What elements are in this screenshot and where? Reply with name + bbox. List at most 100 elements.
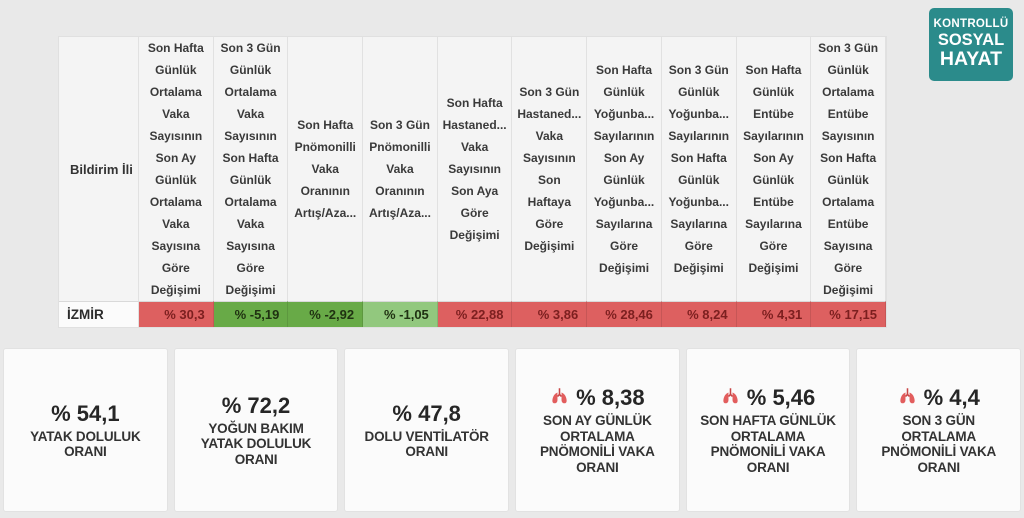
- column-header-line: Vaka: [236, 217, 265, 231]
- card-label-line: PNÖMONİLİ VAKA: [881, 444, 997, 459]
- column-header-line: Günlük: [155, 173, 197, 187]
- column-header-line: Pnömonilli: [369, 140, 431, 154]
- column-header-line: Günlük: [678, 173, 720, 187]
- column-header-line: Entübe: [753, 107, 794, 121]
- column-header-line: Göre: [834, 261, 863, 275]
- column-header-line: Pnömonilli: [294, 140, 356, 154]
- province-metrics-table: Bildirim İli Son Hafta Günlük Ortalama Vaka S…: [58, 36, 887, 328]
- card-label-line: PNÖMONİLİ VAKA: [710, 444, 826, 459]
- summary-card: % 4,4 SON 3 GÜN ORTALAMA PNÖMONİLİ VAKA ORAN…: [856, 348, 1022, 512]
- column-header-line: Sayısına: [151, 239, 201, 253]
- column-header-line: Ortalama: [822, 195, 875, 209]
- card-value: % 5,46: [746, 385, 816, 410]
- card-label-line: ORANI: [746, 459, 790, 475]
- column-header-line: Ortalama: [149, 195, 202, 209]
- column-header-line: Günlük: [229, 63, 272, 77]
- column-header-line: Göre: [759, 239, 788, 253]
- card-label-line: ORANI: [405, 444, 448, 459]
- card-label-line: ORANI: [234, 451, 278, 467]
- column-header-line: Göre: [610, 239, 639, 253]
- column-header-line: Sayısına: [823, 239, 873, 253]
- column-header-line: Ortalama: [224, 195, 277, 209]
- column-header-line: Son Hafta: [446, 96, 503, 110]
- column-header-line: Son Hafta: [596, 63, 653, 77]
- column-header-line: Vaka: [162, 217, 190, 231]
- column-header-line: Yoğunba...: [593, 107, 655, 121]
- card-label-line: ORANI: [64, 444, 107, 459]
- value-cell: % 8,24: [661, 301, 737, 327]
- value-cell: % 22,88: [437, 301, 513, 327]
- column-header-cell: Son 3 Gün Günlük Ortalama Vaka Sayısının Son …: [213, 37, 289, 301]
- card-label-line: SON HAFTA GÜNLÜK: [700, 413, 836, 428]
- column-header-line: Vaka: [311, 162, 339, 176]
- column-header-line: Değişimi: [823, 283, 874, 297]
- summary-card: % 5,46 SON HAFTA GÜNLÜK ORTALAMA PNÖMONİLİ …: [685, 348, 851, 512]
- card-value-row: % 8,38: [550, 385, 645, 411]
- column-header-line: Sayısının: [821, 129, 875, 143]
- card-label-line: DOLU VENTİLATÖR: [364, 428, 489, 444]
- badge-line: HAYAT: [939, 48, 1003, 71]
- column-header-line: Son Hafta: [670, 151, 727, 165]
- card-label-line: YATAK DOLULUK: [200, 436, 312, 452]
- column-header-line: Sayılarına: [595, 217, 653, 231]
- card-label-line: YATAK DOLULUK: [30, 428, 141, 444]
- column-header-cell: Son Hafta Günlük Entübe Sayılarının Son Ay Gü…: [736, 37, 812, 301]
- lungs-icon: [898, 385, 917, 411]
- column-header-line: Vaka: [386, 162, 414, 176]
- column-header-line: Haftaya: [527, 195, 572, 209]
- column-header-line: Sayılarına: [745, 217, 802, 231]
- card-label-line: ORANI: [576, 459, 619, 475]
- value-cell: % -2,92: [288, 301, 364, 327]
- column-header-line: Göre: [684, 239, 713, 253]
- column-header-line: Değişimi: [748, 261, 799, 275]
- column-header-line: Sayısının: [448, 162, 501, 176]
- card-label: YATAK DOLULUK ORANI: [30, 428, 141, 460]
- column-header-line: Günlük: [827, 173, 869, 187]
- card-label: SON AY GÜNLÜK ORTALAMA PNÖMONİLİ VAKA ORANI: [540, 413, 655, 475]
- column-header-line: Yoğunba...: [668, 107, 729, 121]
- card-label: SON 3 GÜN ORTALAMA PNÖMONİLİ VAKA ORANI: [881, 413, 996, 475]
- value-cell: % 4,31: [736, 301, 812, 327]
- column-header-line: Vaka: [460, 140, 489, 154]
- value-cell: % 28,46: [587, 301, 662, 327]
- kontrollu-sosyal-hayat-badge: KONTROLLÜ SOSYAL HAYAT: [929, 8, 1013, 81]
- value-cell: % 3,86: [512, 301, 588, 327]
- card-value: % 4,4: [923, 385, 980, 410]
- province-row-label[interactable]: İZMİR: [59, 301, 139, 327]
- column-header-line: Günlük: [603, 85, 645, 99]
- summary-cards: % 54,1 YATAK DOLULUK ORANI% 72,2 YOĞUN BAKI…: [3, 348, 1022, 512]
- card-value-row: % 72,2: [222, 393, 291, 419]
- column-header-line: Sayılarının: [593, 129, 655, 143]
- column-header-line: Göre: [535, 217, 564, 231]
- column-header-line: Son Ay: [603, 151, 645, 165]
- column-header-line: Oranının: [300, 184, 350, 198]
- column-header-line: Sayısının: [149, 129, 203, 143]
- card-label-line: SON 3 GÜN: [902, 413, 975, 428]
- card-label-line: ORTALAMA: [901, 428, 977, 444]
- row-header-column-label: Bildirim İli: [59, 37, 139, 301]
- column-header-line: Son Hafta: [147, 41, 204, 55]
- column-header-line: Vaka: [162, 107, 190, 121]
- column-header-line: Son Hafta: [745, 63, 802, 77]
- card-value-row: % 54,1: [51, 401, 120, 427]
- card-label-line: ORANI: [917, 459, 960, 475]
- column-header-line: Son 3 Gün: [668, 63, 729, 77]
- card-value: % 47,8: [392, 400, 461, 426]
- column-header-line: Ortalama: [822, 85, 875, 99]
- column-header-line: Günlük: [603, 173, 645, 187]
- column-header-line: Göre: [236, 261, 265, 275]
- column-header-line: Değişimi: [225, 283, 276, 297]
- summary-card: % 54,1 YATAK DOLULUK ORANI: [3, 348, 168, 512]
- column-header-cell: Son Hafta Pnömonilli Vaka Oranının Artış/Aza…: [288, 37, 364, 301]
- column-header-line: Günlük: [678, 85, 720, 99]
- column-header-line: Sayısına: [226, 239, 275, 253]
- column-header-line: Vaka: [236, 107, 265, 121]
- column-header-line: Ortalama: [224, 85, 277, 99]
- column-header-line: Hastaned...: [442, 118, 507, 132]
- lungs-icon: [721, 385, 740, 411]
- column-header-line: Artış/Aza...: [294, 206, 357, 220]
- column-header-line: Son: [538, 173, 561, 187]
- column-header-cell: Son Hafta Günlük Yoğunba... Sayılarının Son …: [587, 37, 662, 301]
- column-header-line: Artış/Aza...: [368, 206, 431, 220]
- card-label-line: ORTALAMA: [560, 428, 635, 444]
